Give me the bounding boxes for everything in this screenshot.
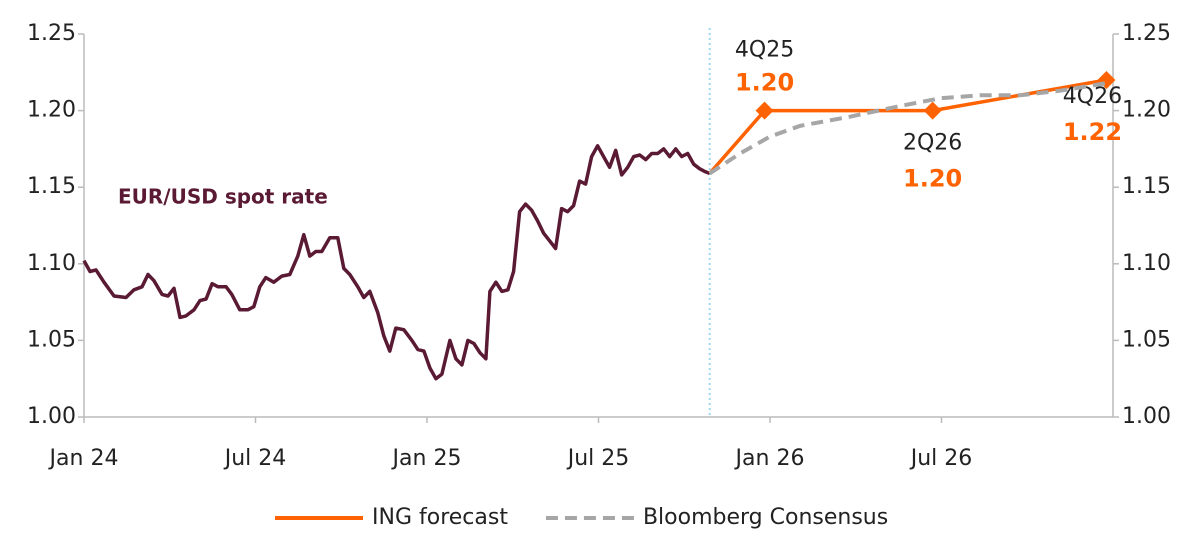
line-series bbox=[82, 144, 711, 381]
value-label: 1.22 bbox=[1063, 118, 1122, 146]
value-label: 1.20 bbox=[903, 165, 962, 193]
y-tick-label: 1.05 bbox=[27, 327, 76, 352]
y2-tick-label: 1.00 bbox=[1122, 404, 1171, 429]
legend-label: Bloomberg Consensus bbox=[643, 505, 888, 530]
value-label: 1.20 bbox=[735, 69, 794, 97]
y-tick-label: 1.00 bbox=[27, 404, 76, 429]
x-tick-label: Jan 24 bbox=[48, 446, 119, 471]
x-tick-label: Jul 26 bbox=[909, 446, 973, 471]
marker bbox=[923, 101, 942, 120]
series-label: EUR/USD spot rate bbox=[118, 185, 328, 209]
legend-label: ING forecast bbox=[372, 505, 508, 530]
point-label: 4Q25 bbox=[735, 38, 794, 63]
x-tick-label: Jul 25 bbox=[566, 446, 630, 471]
y2-tick-label: 1.10 bbox=[1122, 251, 1171, 276]
line-series bbox=[708, 81, 1108, 176]
marker bbox=[755, 101, 774, 120]
point-label: 2Q26 bbox=[903, 131, 962, 156]
x-tick-label: Jan 25 bbox=[391, 446, 462, 471]
y-tick-label: 1.10 bbox=[27, 251, 76, 276]
y2-tick-label: 1.05 bbox=[1122, 327, 1171, 352]
x-tick-label: Jan 26 bbox=[734, 446, 805, 471]
y2-tick-label: 1.25 bbox=[1122, 21, 1171, 46]
y-tick-label: 1.15 bbox=[27, 174, 76, 199]
point-label: 4Q26 bbox=[1063, 84, 1122, 109]
y-tick-label: 1.25 bbox=[27, 21, 76, 46]
x-tick-label: Jul 24 bbox=[223, 446, 287, 471]
y2-tick-label: 1.15 bbox=[1122, 174, 1171, 199]
y2-tick-label: 1.20 bbox=[1122, 98, 1171, 123]
y-tick-label: 1.20 bbox=[27, 98, 76, 123]
